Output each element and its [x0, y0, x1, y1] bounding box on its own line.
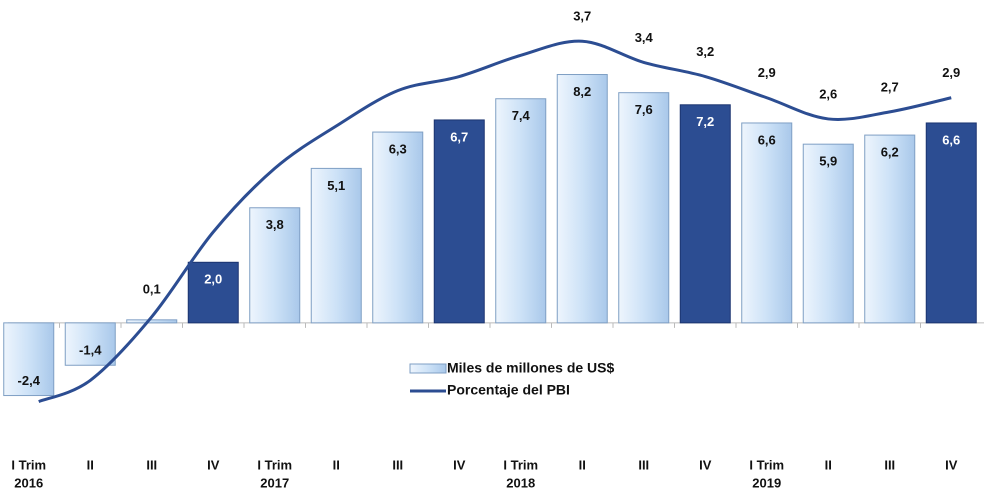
- line-value-label: 2,7: [881, 79, 899, 94]
- legend-label: Porcentaje del PBI: [447, 382, 570, 398]
- x-tick-label: III: [638, 457, 649, 472]
- x-tick-label: 2018: [506, 475, 535, 490]
- line-value-label: 2,9: [942, 65, 960, 80]
- x-tick-label: II: [579, 457, 586, 472]
- x-tick-label: III: [392, 457, 403, 472]
- bar: [249, 207, 301, 324]
- line-series: [38, 39, 952, 404]
- bar-value-label: 7,4: [512, 108, 531, 123]
- bar: [802, 143, 854, 324]
- x-tick-label: I Trim: [257, 457, 292, 472]
- x-tick-label: III: [884, 457, 895, 472]
- bar-value-label: 6,3: [389, 141, 407, 156]
- x-tick-label: II: [333, 457, 340, 472]
- x-tick-label: II: [825, 457, 832, 472]
- legend-swatch-bar: [409, 363, 447, 374]
- bar: [925, 122, 977, 324]
- bar-value-label: 5,9: [819, 154, 837, 169]
- x-tick-label: IV: [453, 457, 466, 472]
- bar-value-label: -1,4: [79, 343, 102, 358]
- bar: [310, 167, 362, 324]
- bar-value-label: 5,1: [327, 178, 345, 193]
- x-tick-label: 2019: [752, 475, 781, 490]
- bar-value-label: 0,1: [143, 281, 161, 296]
- bar-value-label: 7,2: [696, 114, 714, 129]
- x-tick-label: IV: [945, 457, 958, 472]
- bar: [741, 122, 793, 324]
- x-tick-label: IV: [207, 457, 220, 472]
- line-value-label: 3,7: [573, 9, 591, 24]
- bar-value-label: -2,4: [18, 373, 41, 388]
- bar: [64, 322, 116, 366]
- bar: [372, 131, 424, 324]
- bar: [495, 98, 547, 324]
- bar-value-label: 6,2: [881, 145, 899, 160]
- bar-value-label: 2,0: [204, 272, 222, 287]
- line-value-label: 2,6: [819, 86, 837, 101]
- bar: [679, 104, 731, 324]
- x-tick-label: 2017: [260, 475, 289, 490]
- x-tick-label: II: [87, 457, 94, 472]
- bar: [187, 261, 239, 324]
- bar-value-label: 8,2: [573, 84, 591, 99]
- line-value-label: 3,4: [635, 30, 654, 45]
- line-value-label: 3,2: [696, 44, 714, 59]
- bar-value-label: 3,8: [266, 217, 284, 232]
- bar: [556, 74, 608, 324]
- x-tick-label: IV: [699, 457, 712, 472]
- bar-value-label: 6,6: [758, 132, 776, 147]
- x-tick-label: 2016: [14, 475, 43, 490]
- bar: [433, 119, 485, 324]
- bar: [3, 322, 55, 397]
- line-value-label: 2,9: [758, 65, 776, 80]
- bar-value-label: 6,6: [942, 132, 960, 147]
- bar-value-label: 6,7: [450, 129, 468, 144]
- bar: [126, 319, 178, 324]
- x-tick-label: I Trim: [503, 457, 538, 472]
- x-tick-label: I Trim: [749, 457, 784, 472]
- bar-value-label: 7,6: [635, 102, 653, 117]
- bar: [864, 134, 916, 324]
- bar: [618, 92, 670, 324]
- legend-label: Miles de millones de US$: [447, 360, 614, 376]
- x-tick-label: I Trim: [11, 457, 46, 472]
- x-tick-label: III: [146, 457, 157, 472]
